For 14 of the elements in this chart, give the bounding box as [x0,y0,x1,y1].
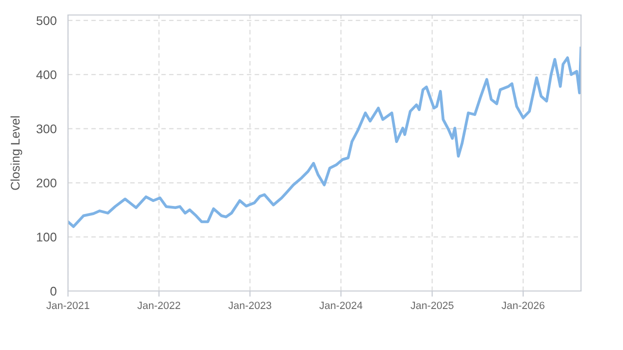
x-tick-label: Jan-2026 [502,302,544,310]
y-tick-label: 300 [36,124,56,134]
x-tick-label: Jan-2024 [319,302,362,310]
y-tick-label: 400 [36,70,56,80]
x-tick-label: Jan-2023 [228,302,272,310]
y-tick-label: 500 [36,16,56,26]
y-tick-label: 200 [36,178,56,188]
x-tick-label: Jan-2021 [46,302,90,310]
line-series [68,46,581,228]
x-tick-label: Jan-2022 [137,302,180,310]
x-tick-label: Jan-2025 [410,302,454,310]
y-axis-title: Closing Level [10,116,22,190]
y-tick-label: 100 [36,232,56,242]
y-tick-label: 0 [50,286,56,296]
